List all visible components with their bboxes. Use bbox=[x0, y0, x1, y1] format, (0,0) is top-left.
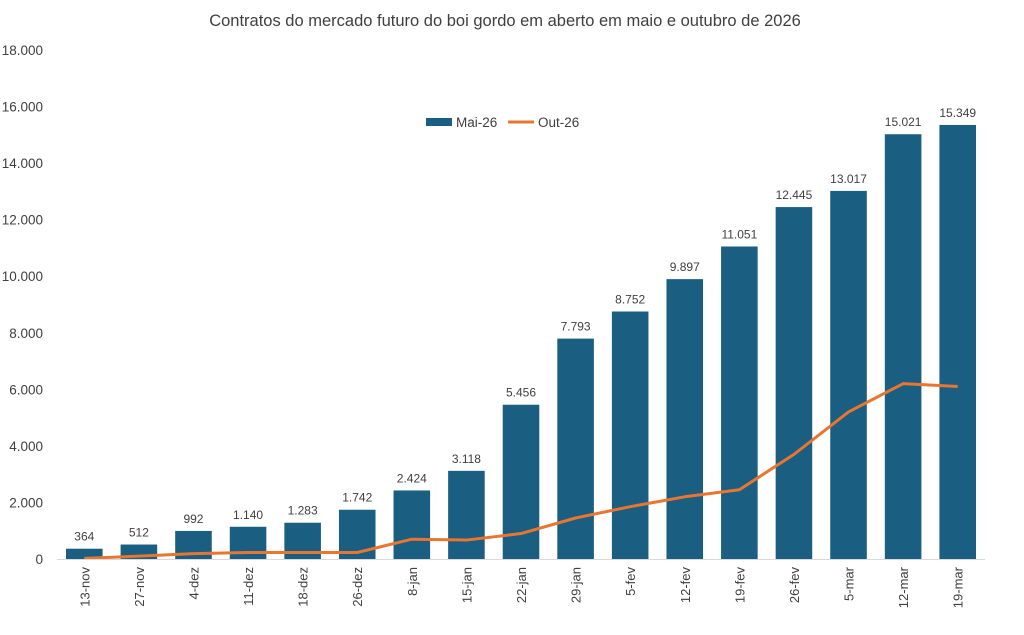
bar-13-nov bbox=[66, 548, 103, 559]
y-tick-label: 18.000 bbox=[2, 43, 43, 58]
x-tick-label: 5-mar bbox=[842, 566, 857, 601]
bar-data-label: 992 bbox=[183, 512, 203, 526]
chart-title: Contratos do mercado futuro do boi gordo… bbox=[209, 12, 801, 30]
bar-data-label: 7.793 bbox=[561, 320, 591, 334]
y-tick-label: 16.000 bbox=[2, 100, 43, 115]
bar-8-jan bbox=[393, 490, 431, 559]
bar-26-fev bbox=[775, 207, 813, 559]
bar-data-label: 9.897 bbox=[670, 260, 700, 274]
bar-19-fev bbox=[721, 246, 758, 560]
x-tick-label: 19-fev bbox=[732, 567, 747, 604]
y-tick-label: 0 bbox=[35, 552, 43, 567]
x-tick-label: 12-mar bbox=[896, 566, 911, 608]
bar-15-jan bbox=[448, 470, 485, 559]
bar-29-jan bbox=[557, 338, 594, 559]
bar-5-fev bbox=[611, 311, 649, 559]
bar-data-label: 15.349 bbox=[939, 106, 976, 120]
bar-data-label: 1.140 bbox=[233, 508, 263, 522]
x-tick-label: 4-dez bbox=[186, 567, 201, 600]
x-tick-label: 26-dez bbox=[350, 567, 365, 607]
y-tick-label: 14.000 bbox=[2, 156, 43, 171]
x-tick-label: 8-jan bbox=[405, 567, 420, 596]
x-tick-label: 13-nov bbox=[77, 567, 92, 607]
line-series-out-26 bbox=[84, 382, 958, 560]
bar-data-label: 12.445 bbox=[776, 188, 813, 202]
bar-data-label: 1.283 bbox=[288, 504, 318, 518]
bar-5-mar bbox=[830, 190, 867, 559]
y-tick-label: 12.000 bbox=[2, 213, 43, 228]
legend-label-out-26: Out-26 bbox=[538, 115, 579, 130]
bar-data-label: 8.752 bbox=[615, 293, 645, 307]
bar-12-fev bbox=[666, 279, 704, 559]
y-tick-label: 4.000 bbox=[9, 439, 43, 454]
x-tick-label: 19-mar bbox=[951, 566, 966, 608]
x-tick-label: 18-dez bbox=[296, 567, 311, 607]
bar-data-label: 15.021 bbox=[885, 115, 922, 129]
y-tick-label: 6.000 bbox=[9, 382, 43, 397]
x-tick-label: 26-fev bbox=[787, 567, 802, 604]
legend-swatch-mai-26 bbox=[426, 118, 452, 126]
y-tick-label: 2.000 bbox=[9, 495, 43, 510]
bar-data-label: 5.456 bbox=[506, 386, 536, 400]
y-tick-label: 8.000 bbox=[9, 326, 43, 341]
legend-label-mai-26: Mai-26 bbox=[456, 115, 497, 130]
y-tick-label: 10.000 bbox=[2, 269, 43, 284]
bar-12-mar bbox=[884, 134, 922, 559]
x-tick-label: 15-jan bbox=[459, 567, 474, 603]
x-tick-label: 27-nov bbox=[132, 567, 147, 607]
x-tick-label: 11-dez bbox=[241, 567, 256, 606]
bar-19-mar bbox=[939, 124, 976, 559]
bar-data-label: 1.742 bbox=[342, 491, 372, 505]
x-tick-label: 5-fev bbox=[623, 567, 638, 596]
x-tick-label: 29-jan bbox=[569, 567, 584, 603]
x-tick-label: 12-fev bbox=[678, 567, 693, 604]
bar-data-label: 512 bbox=[129, 526, 149, 540]
x-tick-label: 22-jan bbox=[514, 567, 529, 603]
bar-data-label: 2.424 bbox=[397, 471, 427, 485]
bar-data-label: 3.118 bbox=[452, 452, 481, 466]
bar-data-label: 364 bbox=[74, 530, 94, 544]
bar-data-label: 11.051 bbox=[721, 228, 757, 242]
bar-data-label: 13.017 bbox=[830, 172, 867, 186]
